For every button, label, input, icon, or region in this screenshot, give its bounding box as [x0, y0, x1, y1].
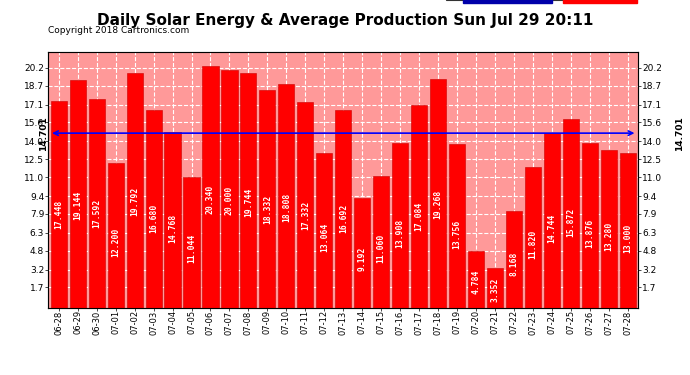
Bar: [601, 150, 617, 308]
Bar: [278, 84, 295, 308]
Text: 17.592: 17.592: [92, 199, 101, 228]
Bar: [259, 90, 275, 308]
Bar: [373, 176, 389, 308]
Text: 19.744: 19.744: [244, 188, 253, 217]
Text: 17.332: 17.332: [301, 200, 310, 230]
Bar: [297, 102, 313, 308]
Bar: [240, 74, 257, 308]
Bar: [184, 177, 199, 308]
Text: 11.820: 11.820: [529, 230, 538, 259]
Text: 11.060: 11.060: [377, 234, 386, 263]
Bar: [487, 268, 503, 308]
Bar: [202, 66, 219, 308]
Text: 3.352: 3.352: [491, 278, 500, 302]
Bar: [430, 79, 446, 308]
Text: 13.908: 13.908: [395, 219, 404, 248]
Text: Daily Solar Energy & Average Production Sun Jul 29 20:11: Daily Solar Energy & Average Production …: [97, 13, 593, 28]
Bar: [164, 132, 181, 308]
Bar: [335, 110, 351, 308]
Bar: [354, 198, 371, 308]
Bar: [392, 142, 408, 308]
Text: 4.784: 4.784: [471, 270, 480, 294]
Text: 13.876: 13.876: [585, 219, 594, 248]
Bar: [108, 163, 124, 308]
Bar: [70, 81, 86, 308]
Text: 13.280: 13.280: [604, 222, 613, 251]
Text: 19.792: 19.792: [130, 187, 139, 216]
Bar: [525, 167, 541, 308]
Text: 18.808: 18.808: [282, 192, 291, 222]
Bar: [449, 144, 465, 308]
Bar: [544, 133, 560, 308]
Text: Copyright 2018 Cartronics.com: Copyright 2018 Cartronics.com: [48, 26, 190, 35]
Bar: [221, 70, 237, 308]
Text: 13.000: 13.000: [623, 224, 632, 253]
Text: 19.144: 19.144: [73, 191, 82, 220]
Bar: [506, 211, 522, 308]
Text: 14.768: 14.768: [168, 214, 177, 243]
Text: 14.701: 14.701: [675, 116, 684, 150]
Text: 20.340: 20.340: [206, 184, 215, 214]
Bar: [620, 153, 636, 308]
Text: 18.332: 18.332: [263, 195, 272, 224]
Bar: [50, 100, 67, 308]
Text: 14.701: 14.701: [39, 116, 48, 150]
Bar: [126, 73, 143, 308]
Text: 13.064: 13.064: [319, 223, 329, 252]
Text: 13.756: 13.756: [453, 219, 462, 249]
Bar: [468, 251, 484, 308]
Text: 12.200: 12.200: [111, 228, 120, 257]
Text: 17.448: 17.448: [55, 200, 63, 229]
Bar: [563, 119, 579, 308]
Text: 20.000: 20.000: [225, 186, 234, 215]
Text: 16.692: 16.692: [339, 204, 348, 233]
Bar: [316, 153, 333, 308]
Text: 8.168: 8.168: [509, 252, 518, 276]
Text: 11.044: 11.044: [187, 234, 196, 263]
Bar: [146, 110, 161, 308]
Text: 9.192: 9.192: [357, 246, 367, 271]
Text: 19.268: 19.268: [433, 190, 442, 219]
Text: 15.872: 15.872: [566, 208, 575, 237]
Text: 16.680: 16.680: [149, 204, 158, 233]
Bar: [88, 99, 105, 308]
Bar: [411, 105, 427, 308]
Text: 14.744: 14.744: [547, 214, 556, 243]
Bar: [582, 143, 598, 308]
Text: 17.084: 17.084: [415, 202, 424, 231]
